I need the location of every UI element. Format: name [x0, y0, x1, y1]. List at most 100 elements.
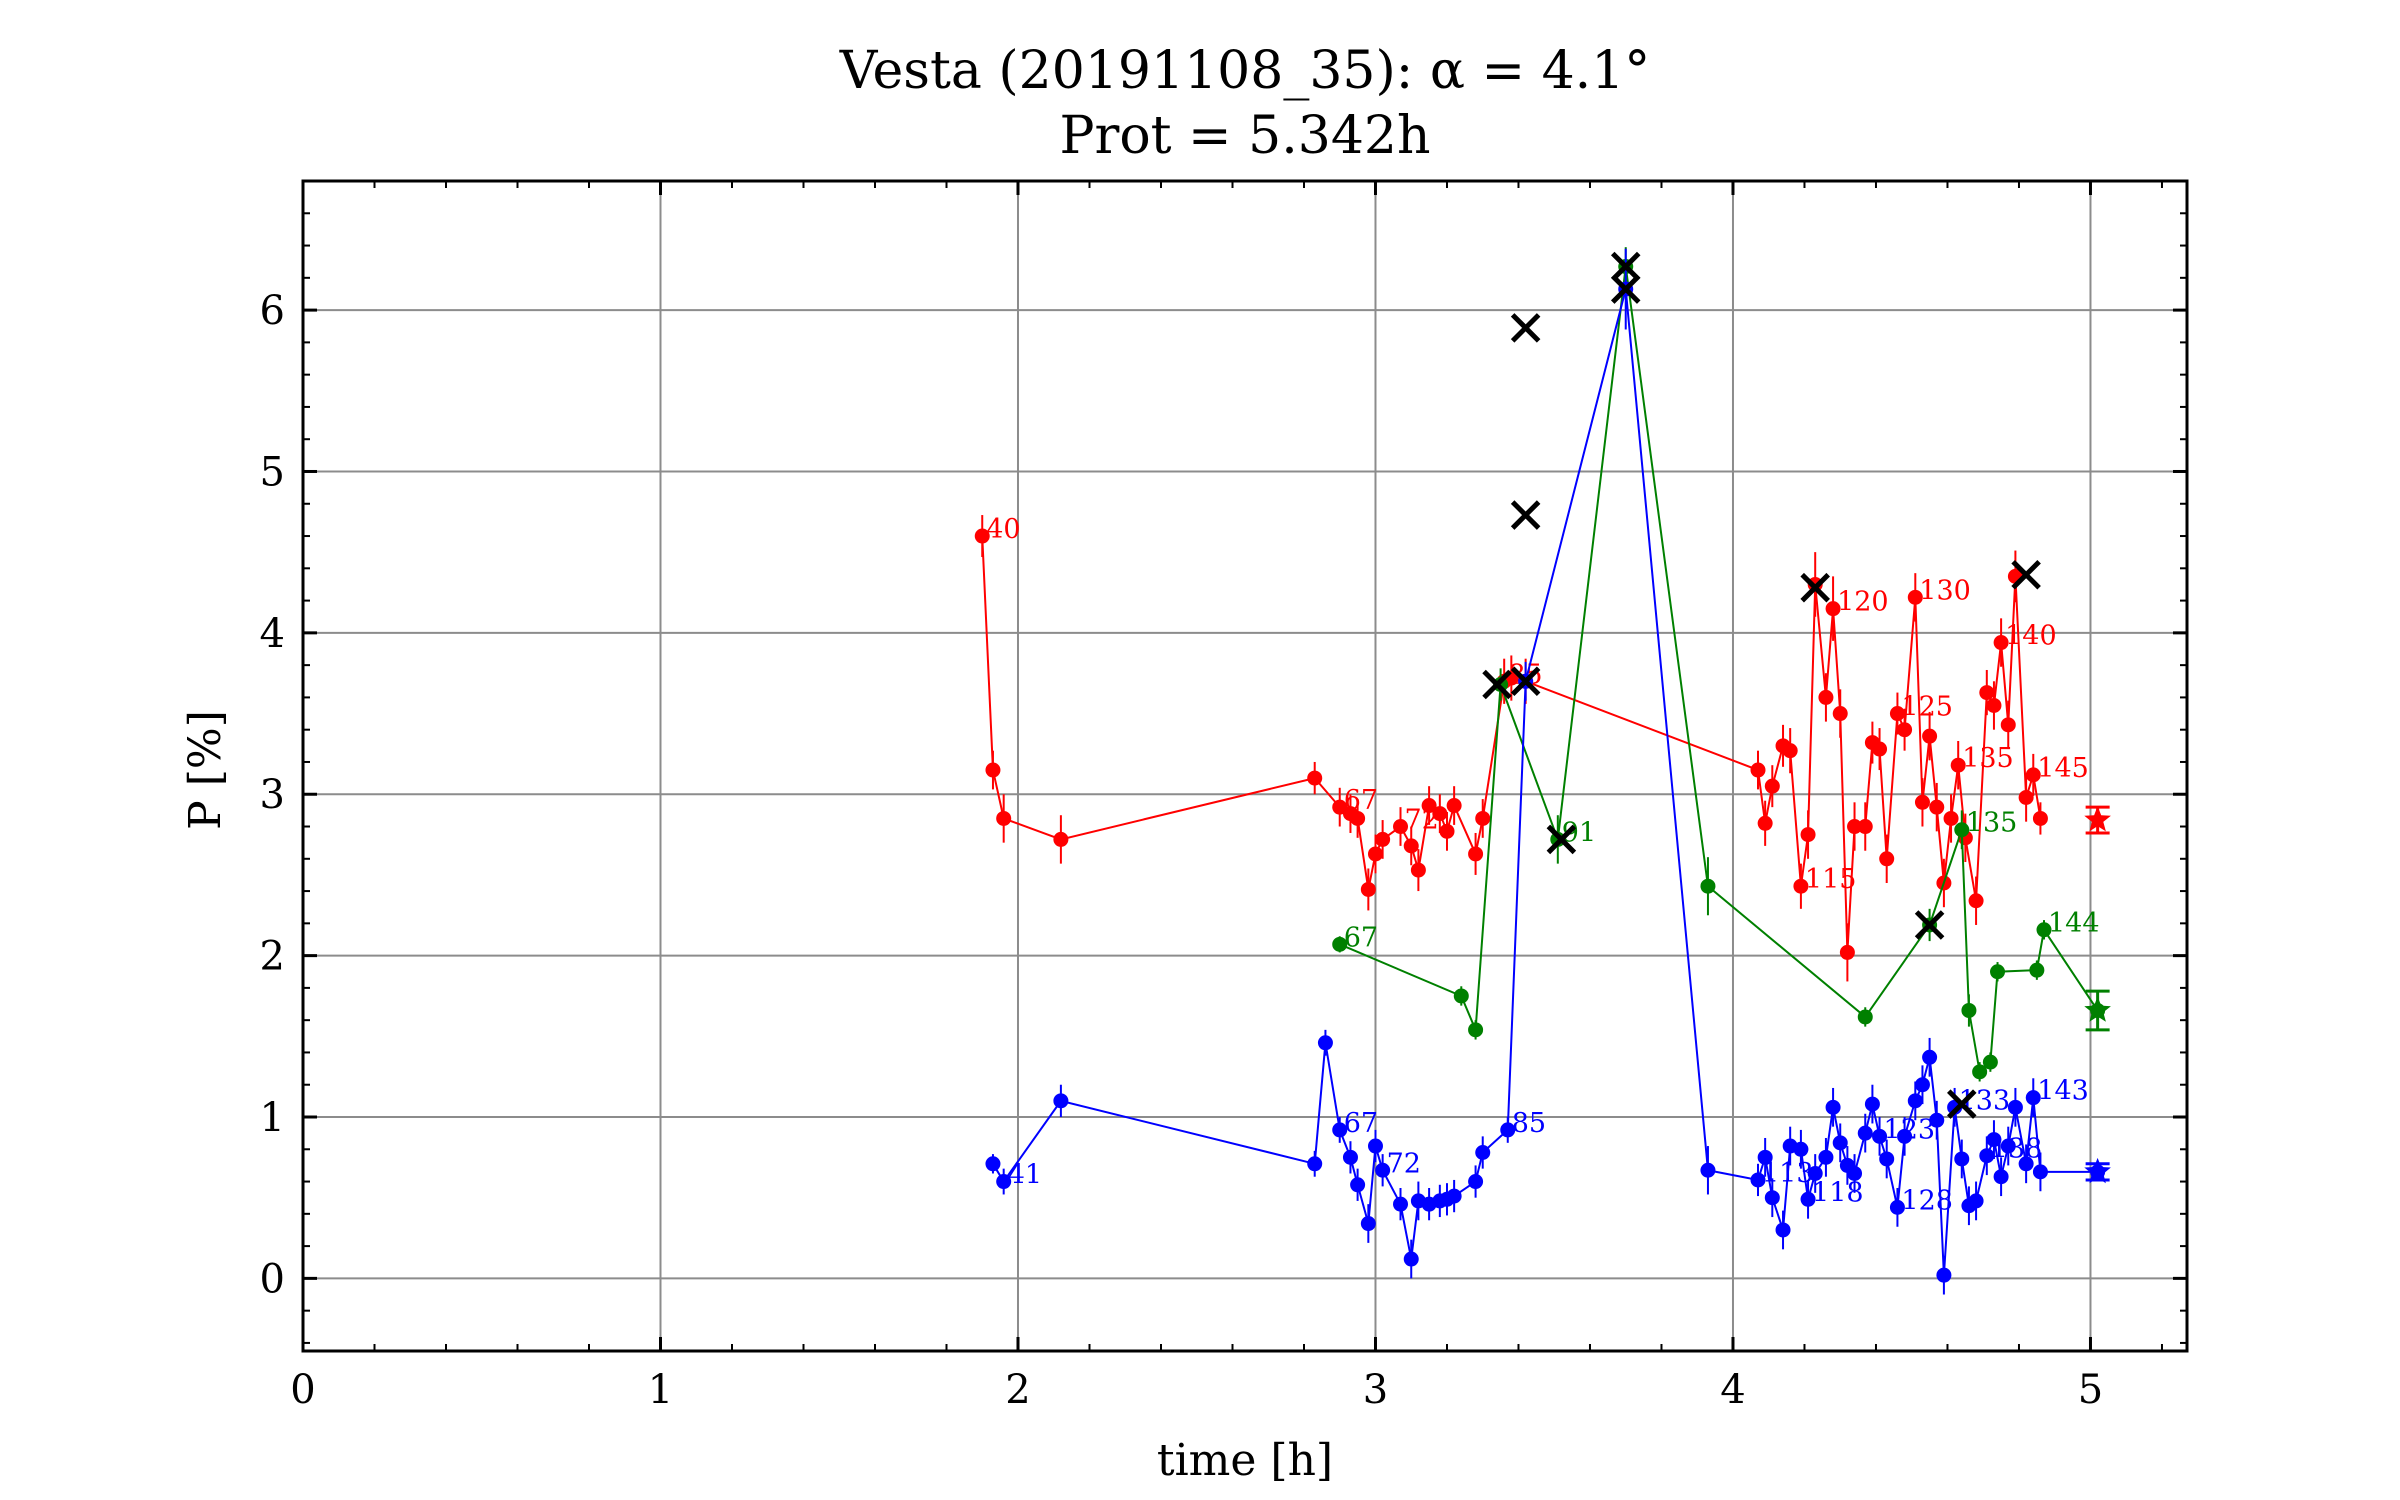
- outlier-marker: [1914, 910, 1945, 940]
- data-point: [1907, 589, 1923, 605]
- data-point: [1403, 838, 1419, 854]
- data-point: [1986, 697, 2002, 713]
- data-point: [1468, 1174, 1484, 1190]
- data-point: [1800, 1191, 1816, 1207]
- data-point: [1782, 743, 1798, 759]
- point-label: 72: [1387, 1148, 1421, 1179]
- data-point: [1847, 819, 1863, 835]
- outlier-marker: [1510, 313, 1541, 343]
- data-point: [1793, 1141, 1809, 1157]
- data-point: [2029, 962, 2045, 978]
- data-point: [1475, 810, 1491, 826]
- point-label: 125: [1901, 692, 1953, 723]
- data-point: [1847, 1165, 1863, 1181]
- data-point: [1993, 635, 2009, 651]
- data-point: [1857, 1125, 1873, 1141]
- data-point: [1053, 1093, 1069, 1109]
- data-point: [2025, 1090, 2041, 1106]
- data-point: [1757, 1149, 1773, 1165]
- data-point: [2032, 810, 2048, 826]
- data-point: [1979, 685, 1995, 701]
- point-label: 115: [1805, 864, 1857, 895]
- data-point: [2018, 789, 2034, 805]
- data-point: [1979, 1148, 1995, 1164]
- data-point: [1864, 1096, 1880, 1112]
- point-label: 72: [1405, 805, 1439, 836]
- data-point: [1936, 1267, 1952, 1283]
- data-point: [1857, 1009, 1873, 1025]
- series-0: 40677285115120125130135140145: [974, 514, 2089, 982]
- data-point: [1493, 677, 1509, 693]
- point-label: 135: [1966, 808, 2018, 839]
- outlier-marker: [1546, 824, 1577, 855]
- outlier-marker: [1800, 572, 1830, 603]
- data-point: [1897, 722, 1913, 738]
- data-point: [1922, 728, 1938, 744]
- data-point: [1857, 819, 1873, 835]
- y-axis-label: P [%]: [180, 710, 231, 830]
- outlier-marker: [2011, 559, 2041, 590]
- y-tick-label: 6: [260, 288, 285, 334]
- data-point: [1922, 1049, 1938, 1065]
- point-label: 120: [1837, 587, 1889, 618]
- data-point: [1825, 601, 1841, 617]
- series-line: [1339, 266, 2099, 1074]
- point-label: 118: [1812, 1177, 1864, 1208]
- data-point: [1468, 1022, 1484, 1038]
- mean-star: [2084, 806, 2111, 832]
- y-tick-label: 3: [260, 772, 285, 818]
- data-point: [1550, 831, 1566, 847]
- data-point: [1879, 1151, 1895, 1167]
- data-point: [1800, 827, 1816, 843]
- data-point: [2032, 1164, 2048, 1180]
- data-point: [1972, 1064, 1988, 1080]
- point-label: 123: [1884, 1114, 1936, 1145]
- data-point: [1750, 762, 1766, 778]
- point-label: 144: [2048, 908, 2100, 939]
- data-point: [1950, 757, 1966, 773]
- x-tick-label: 3: [1363, 1367, 1388, 1413]
- data-point: [1350, 1177, 1366, 1193]
- data-point: [2018, 1156, 2034, 1172]
- data-point: [1954, 822, 1970, 838]
- point-label: 40: [986, 514, 1020, 545]
- data-point: [1914, 1077, 1930, 1093]
- data-point: [1832, 1135, 1848, 1151]
- data-point: [996, 810, 1012, 826]
- data-point: [1968, 1193, 1984, 1209]
- data-point: [1750, 1172, 1766, 1188]
- point-label: 130: [1919, 575, 1971, 606]
- point-label: 140: [2005, 621, 2057, 652]
- data-point: [2036, 922, 2052, 938]
- data-point: [1317, 1035, 1333, 1051]
- data-point: [1889, 1199, 1905, 1215]
- data-point: [2000, 1138, 2016, 1154]
- data-point: [2007, 1099, 2023, 1115]
- data-point: [1929, 799, 1945, 815]
- data-point: [1764, 778, 1780, 794]
- data-point: [1439, 823, 1455, 839]
- data-point: [1807, 1165, 1823, 1181]
- x-tick-label: 2: [1005, 1367, 1030, 1413]
- outlier-marker: [1510, 666, 1541, 697]
- point-label: 113: [1762, 1158, 1814, 1189]
- data-point: [1332, 936, 1348, 952]
- outlier-marker: [1610, 251, 1641, 282]
- data-point: [1793, 878, 1809, 894]
- grid: [302, 181, 2187, 1351]
- data-point: [985, 762, 1001, 778]
- chart-title-line1: Vesta (20191108_35): α = 4.1°: [839, 41, 1651, 101]
- data-point: [1307, 1156, 1323, 1172]
- data-point: [1453, 988, 1469, 1004]
- x-tick-label: 4: [1720, 1367, 1745, 1413]
- point-label: 67: [1344, 785, 1378, 816]
- data-point: [1053, 831, 1069, 847]
- data-point: [1914, 794, 1930, 810]
- mean-star: [2084, 1157, 2111, 1184]
- data-point: [996, 1174, 1012, 1190]
- mean-markers: [2084, 805, 2111, 1184]
- data-point: [1872, 1128, 1888, 1144]
